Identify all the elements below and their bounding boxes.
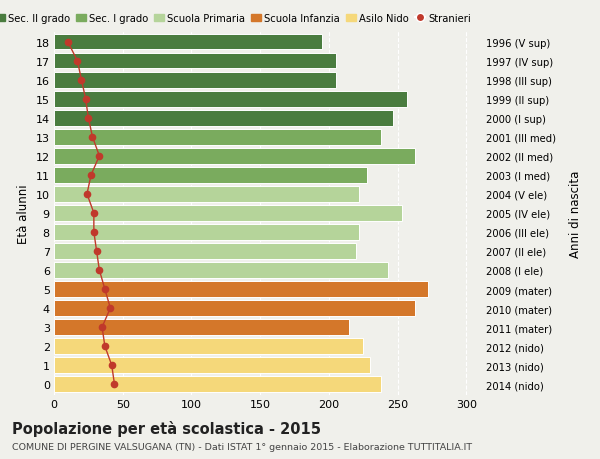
Bar xyxy=(54,149,415,164)
Bar xyxy=(54,358,370,373)
Bar xyxy=(54,376,381,392)
Y-axis label: Età alunni: Età alunni xyxy=(17,184,30,243)
Bar xyxy=(54,281,428,297)
Text: COMUNE DI PERGINE VALSUGANA (TN) - Dati ISTAT 1° gennaio 2015 - Elaborazione TUT: COMUNE DI PERGINE VALSUGANA (TN) - Dati … xyxy=(12,442,472,451)
Bar xyxy=(54,54,336,69)
Bar xyxy=(54,111,394,126)
Bar xyxy=(54,168,367,183)
Bar xyxy=(54,187,359,202)
Legend: Sec. II grado, Sec. I grado, Scuola Primaria, Scuola Infanzia, Asilo Nido, Stran: Sec. II grado, Sec. I grado, Scuola Prim… xyxy=(0,13,471,23)
Text: Popolazione per età scolastica - 2015: Popolazione per età scolastica - 2015 xyxy=(12,420,321,436)
Bar xyxy=(54,35,322,50)
Bar xyxy=(54,263,388,278)
Bar xyxy=(54,301,415,316)
Bar xyxy=(54,130,381,146)
Y-axis label: Anni di nascita: Anni di nascita xyxy=(569,170,583,257)
Bar xyxy=(54,73,336,88)
Bar xyxy=(54,206,401,221)
Bar xyxy=(54,244,356,259)
Bar xyxy=(54,319,349,335)
Bar xyxy=(54,92,407,107)
Bar xyxy=(54,224,359,240)
Bar xyxy=(54,339,363,354)
